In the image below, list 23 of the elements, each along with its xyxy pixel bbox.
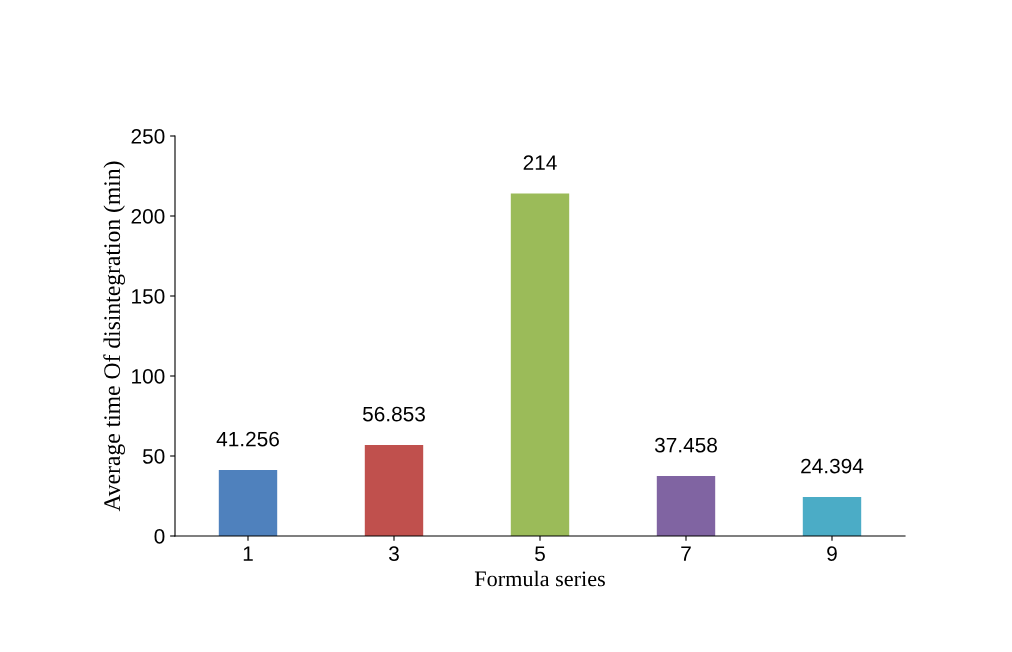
data-label: 214 [523,155,557,170]
data-label: 24.394 [801,458,864,474]
y-tick-label: 250 [131,129,165,144]
bar [802,496,862,536]
bar [218,469,278,536]
x-tick-label: 3 [389,546,399,562]
y-tick-label: 200 [131,209,165,224]
x-tick-label: 1 [243,546,253,561]
data-label: 41.256 [216,431,279,447]
y-tick-label: 50 [142,449,165,464]
y-axis-title: Average time Of disintegration (min) [103,161,125,512]
data-label: 56.853 [362,406,425,422]
y-tick-label: 150 [132,289,165,304]
x-tick-label: 7 [681,546,691,561]
data-label: 37.458 [654,437,717,453]
bar [364,445,424,536]
bar [510,193,570,536]
x-tick-label: 5 [535,546,545,562]
x-tick-label: 9 [827,546,837,562]
x-axis-title: Formula series [474,570,605,587]
y-tick-label: 100 [132,369,165,384]
y-tick-label: 0 [154,529,165,544]
bar [656,476,716,536]
